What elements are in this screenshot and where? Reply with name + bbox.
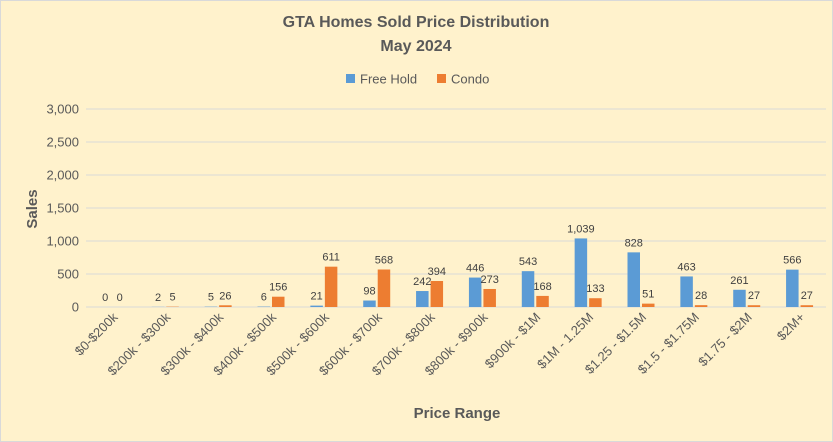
data-label: 273 <box>480 274 498 286</box>
chart-title: GTA Homes Sold Price Distribution <box>283 14 550 31</box>
data-label: 463 <box>677 261 695 273</box>
bars <box>151 238 814 307</box>
data-label: 242 <box>413 276 431 288</box>
legend-label: Condo <box>451 72 489 87</box>
data-label: 27 <box>801 290 813 302</box>
bar <box>416 291 429 307</box>
data-label: 26 <box>219 290 231 302</box>
data-label: 543 <box>519 256 537 268</box>
data-label: 5 <box>169 292 175 304</box>
bar <box>468 277 482 307</box>
data-label: 156 <box>269 282 287 294</box>
bar <box>310 305 323 307</box>
x-tick-label: $2M+ <box>774 310 808 344</box>
data-label: 51 <box>642 289 654 301</box>
data-label: 261 <box>730 275 748 287</box>
data-label: 566 <box>783 255 801 267</box>
bar <box>642 303 655 307</box>
data-label: 2 <box>155 292 161 304</box>
bar <box>694 305 708 307</box>
data-label: 446 <box>466 263 484 275</box>
x-tick-label: $0-$200k <box>72 309 121 358</box>
data-label: 611 <box>322 252 340 264</box>
y-tick-label: 2,500 <box>46 135 79 150</box>
data-label: 828 <box>625 237 643 249</box>
data-label: 1,039 <box>567 223 595 235</box>
bar <box>363 300 376 307</box>
data-label: 27 <box>748 290 760 302</box>
bar <box>589 298 602 307</box>
data-label: 168 <box>533 281 551 293</box>
y-tick-label: 1,500 <box>46 201 79 216</box>
bar <box>800 305 814 307</box>
data-label: 21 <box>310 291 322 303</box>
legend-label: Free Hold <box>360 72 417 87</box>
y-tick-label: 3,000 <box>46 102 79 117</box>
legend: Free Hold Condo <box>346 72 489 87</box>
y-tick-label: 500 <box>57 267 79 282</box>
data-label: 28 <box>695 290 707 302</box>
bar <box>272 296 285 307</box>
data-label: 6 <box>261 292 267 304</box>
chart-subtitle: May 2024 <box>380 38 451 55</box>
x-axis-title: Price Range <box>414 405 501 422</box>
data-label: 5 <box>208 292 214 304</box>
bar <box>786 269 799 307</box>
bar <box>483 288 496 307</box>
y-axis-title: Sales <box>24 189 41 228</box>
bar <box>733 289 746 307</box>
bar <box>521 271 535 307</box>
x-tick-labels: $0-$200k$200k - $300k$300k - $400k$400k … <box>72 309 808 378</box>
data-label: 394 <box>428 266 446 278</box>
data-label: 568 <box>375 255 393 267</box>
bar <box>430 280 444 307</box>
bar <box>536 295 549 307</box>
bar <box>680 276 693 307</box>
data-label: 98 <box>363 286 375 298</box>
legend-swatch <box>346 74 355 83</box>
bar <box>219 305 232 307</box>
data-label: 0 <box>102 292 108 304</box>
y-tick-label: 1,000 <box>46 234 79 249</box>
bar <box>747 305 761 307</box>
data-label: 133 <box>586 283 604 295</box>
bar <box>574 238 588 307</box>
bar <box>627 252 640 307</box>
legend-swatch <box>437 74 446 83</box>
data-label: 0 <box>117 292 123 304</box>
bar <box>324 266 338 307</box>
bar <box>377 269 391 307</box>
x-tick-label: $1.75 - $2M <box>695 310 755 370</box>
y-tick-label: 0 <box>72 300 79 315</box>
y-tick-label: 2,000 <box>46 168 79 183</box>
